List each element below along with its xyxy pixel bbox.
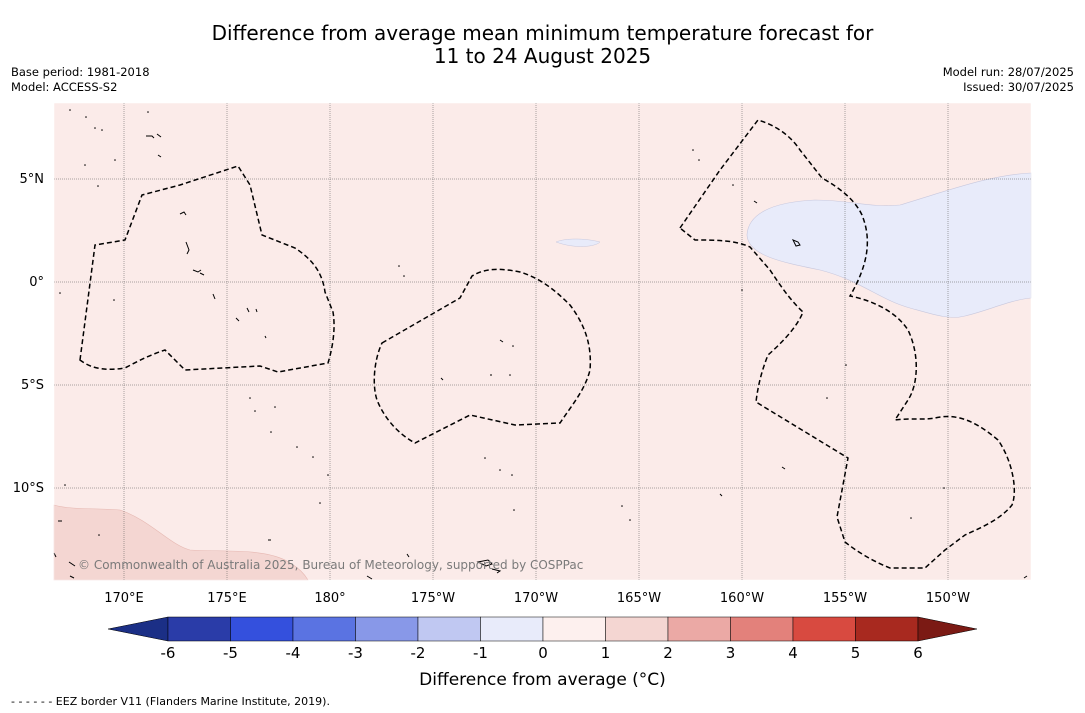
colorbar-tick-label: 2 (663, 644, 673, 662)
eez-border-east (678, 119, 1016, 569)
anomaly-region-cool (746, 172, 1032, 318)
map-frame (53, 102, 1032, 581)
colorbar-tick-label: 3 (726, 644, 736, 662)
colorbar-tick-label: 6 (913, 644, 923, 662)
meta-right: Model run: 28/07/2025 Issued: 30/07/2025 (943, 65, 1074, 95)
colorbar-underflow (107, 616, 169, 642)
map-title-line2: 11 to 24 August 2025 (433, 44, 652, 68)
map-background (54, 103, 1031, 580)
meta-left: Base period: 1981-2018 Model: ACCESS-S2 (11, 65, 150, 95)
colorbar (107, 616, 978, 642)
model-run: Model run: 28/07/2025 (942, 65, 1074, 79)
colorbar-tick-label: -4 (286, 644, 301, 662)
anomaly-region-warm (53, 504, 309, 581)
colorbar-title: Difference from average (°C) (419, 670, 666, 690)
longitude-labels: 170°E 175°E 180° 175°W 170°W 165°W 160°W 155°W 1… (104, 591, 970, 606)
colorbar-bin (292, 616, 356, 642)
copyright-notice: © Commonwealth of Australia 2025, Bureau… (78, 558, 584, 572)
island-dots (59, 109, 945, 536)
colorbar-bin (667, 616, 731, 642)
island-coastlines (53, 133, 1028, 580)
latitude-labels: 5°N 0° 5°S 10°S (13, 172, 44, 496)
colorbar-bin (417, 616, 481, 642)
longitude-label: 170°E (104, 591, 144, 606)
colorbar-tick-label: 4 (788, 644, 798, 662)
colorbar-tick-label: -3 (348, 644, 363, 662)
longitude-label: 155°W (823, 591, 867, 606)
gridlines (54, 103, 1031, 580)
latitude-label: 0° (29, 275, 44, 290)
colorbar-ticks: -6 -5 -4 -3 -2 -1 0 1 2 3 4 5 6 (161, 644, 923, 662)
colorbar-bin (855, 616, 919, 642)
eez-footnote: - - - - - - EEZ border V11 (Flanders Mar… (11, 695, 330, 708)
colorbar-bin (230, 616, 294, 642)
colorbar-bin (605, 616, 669, 642)
colorbar-tick-label: 1 (601, 644, 611, 662)
colorbar-bin (792, 616, 856, 642)
colorbar-bin (167, 616, 231, 642)
colorbar-bin (480, 616, 544, 642)
longitude-label: 165°W (617, 591, 661, 606)
eez-borders (79, 119, 1016, 569)
latitude-label: 5°N (20, 172, 45, 187)
anomaly-region-cool-small (555, 238, 601, 247)
longitude-label: 160°W (720, 591, 764, 606)
colorbar-bin (355, 616, 419, 642)
issued-date: Issued: 30/07/2025 (963, 80, 1074, 94)
colorbar-bin (730, 616, 794, 642)
latitude-label: 10°S (13, 481, 44, 496)
map-title: Difference from average mean minimum tem… (0, 22, 1085, 68)
latitude-label: 5°S (21, 378, 44, 393)
eez-border-central (373, 268, 592, 444)
longitude-label: 150°W (926, 591, 970, 606)
eez-border-west (79, 165, 335, 373)
longitude-label: 175°W (411, 591, 455, 606)
map-title-line1: Difference from average mean minimum tem… (211, 21, 874, 45)
longitude-label: 175°E (207, 591, 247, 606)
colorbar-tick-label: -1 (473, 644, 488, 662)
model-name: Model: ACCESS-S2 (11, 80, 118, 94)
colorbar-bin (542, 616, 606, 642)
colorbar-tick-label: 0 (538, 644, 548, 662)
colorbar-tick-label: 5 (851, 644, 861, 662)
colorbar-tick-label: -2 (411, 644, 426, 662)
longitude-label: 170°W (514, 591, 558, 606)
colorbar-tick-label: -6 (161, 644, 176, 662)
base-period: Base period: 1981-2018 (11, 65, 150, 79)
colorbar-overflow (917, 616, 978, 642)
colorbar-tick-label: -5 (223, 644, 238, 662)
longitude-label: 180° (314, 591, 345, 606)
